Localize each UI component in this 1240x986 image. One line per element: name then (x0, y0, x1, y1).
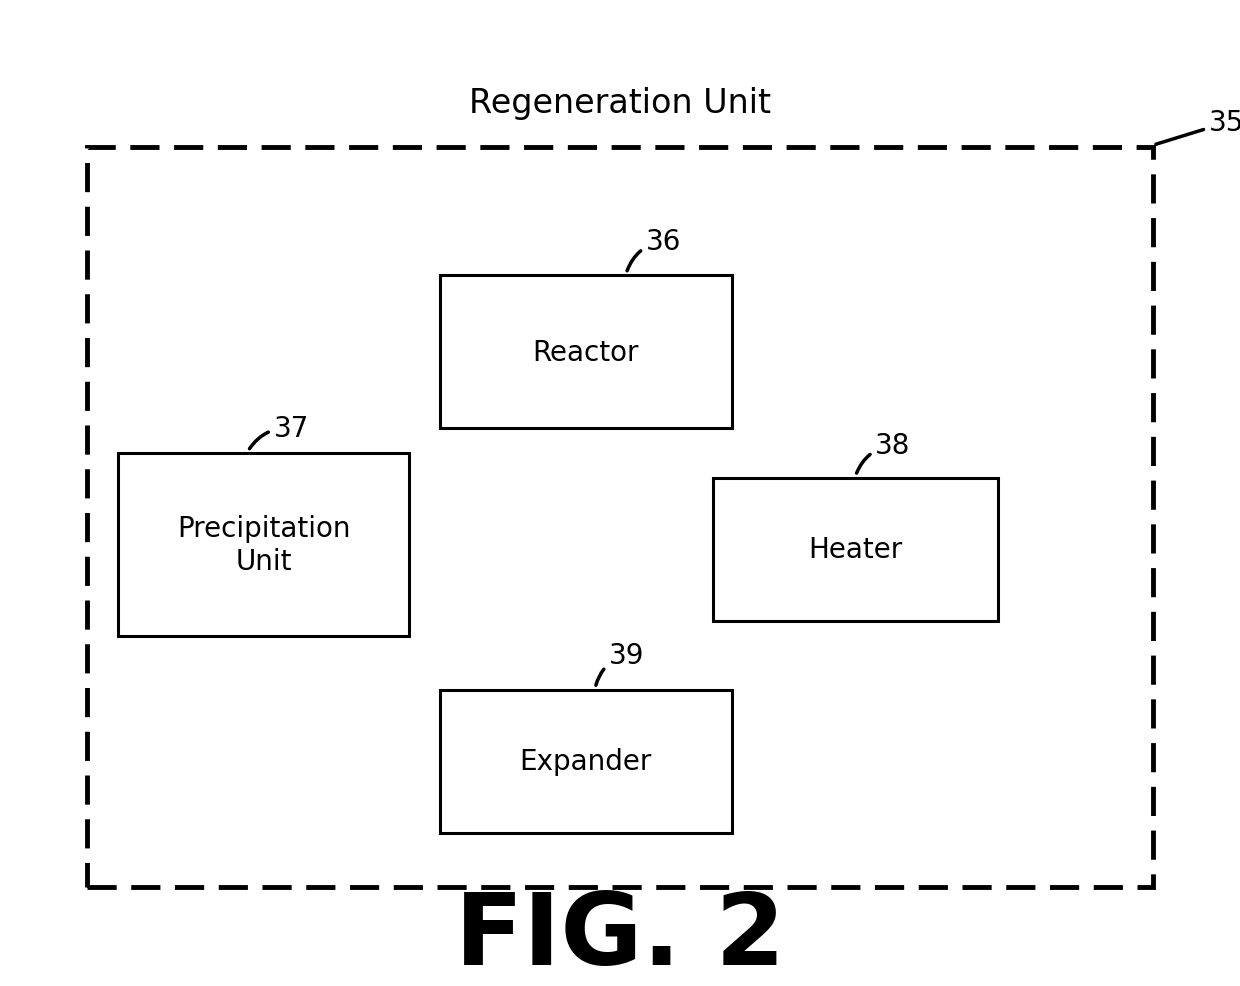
Text: 37: 37 (249, 415, 309, 450)
Bar (440, 276, 732, 429)
Text: Reactor: Reactor (533, 338, 639, 367)
Text: Regeneration Unit: Regeneration Unit (469, 87, 771, 120)
Bar (440, 690, 732, 833)
Bar (713, 478, 998, 621)
Text: 36: 36 (627, 228, 681, 271)
Text: Precipitation
Unit: Precipitation Unit (177, 515, 350, 575)
Text: Heater: Heater (808, 535, 903, 564)
Bar (118, 454, 409, 636)
Text: Expander: Expander (520, 747, 652, 776)
Text: 39: 39 (596, 642, 644, 685)
Text: 38: 38 (857, 432, 910, 473)
Text: FIG. 2: FIG. 2 (455, 888, 785, 985)
Bar (87, 148, 1153, 887)
Text: 35: 35 (1156, 109, 1240, 145)
